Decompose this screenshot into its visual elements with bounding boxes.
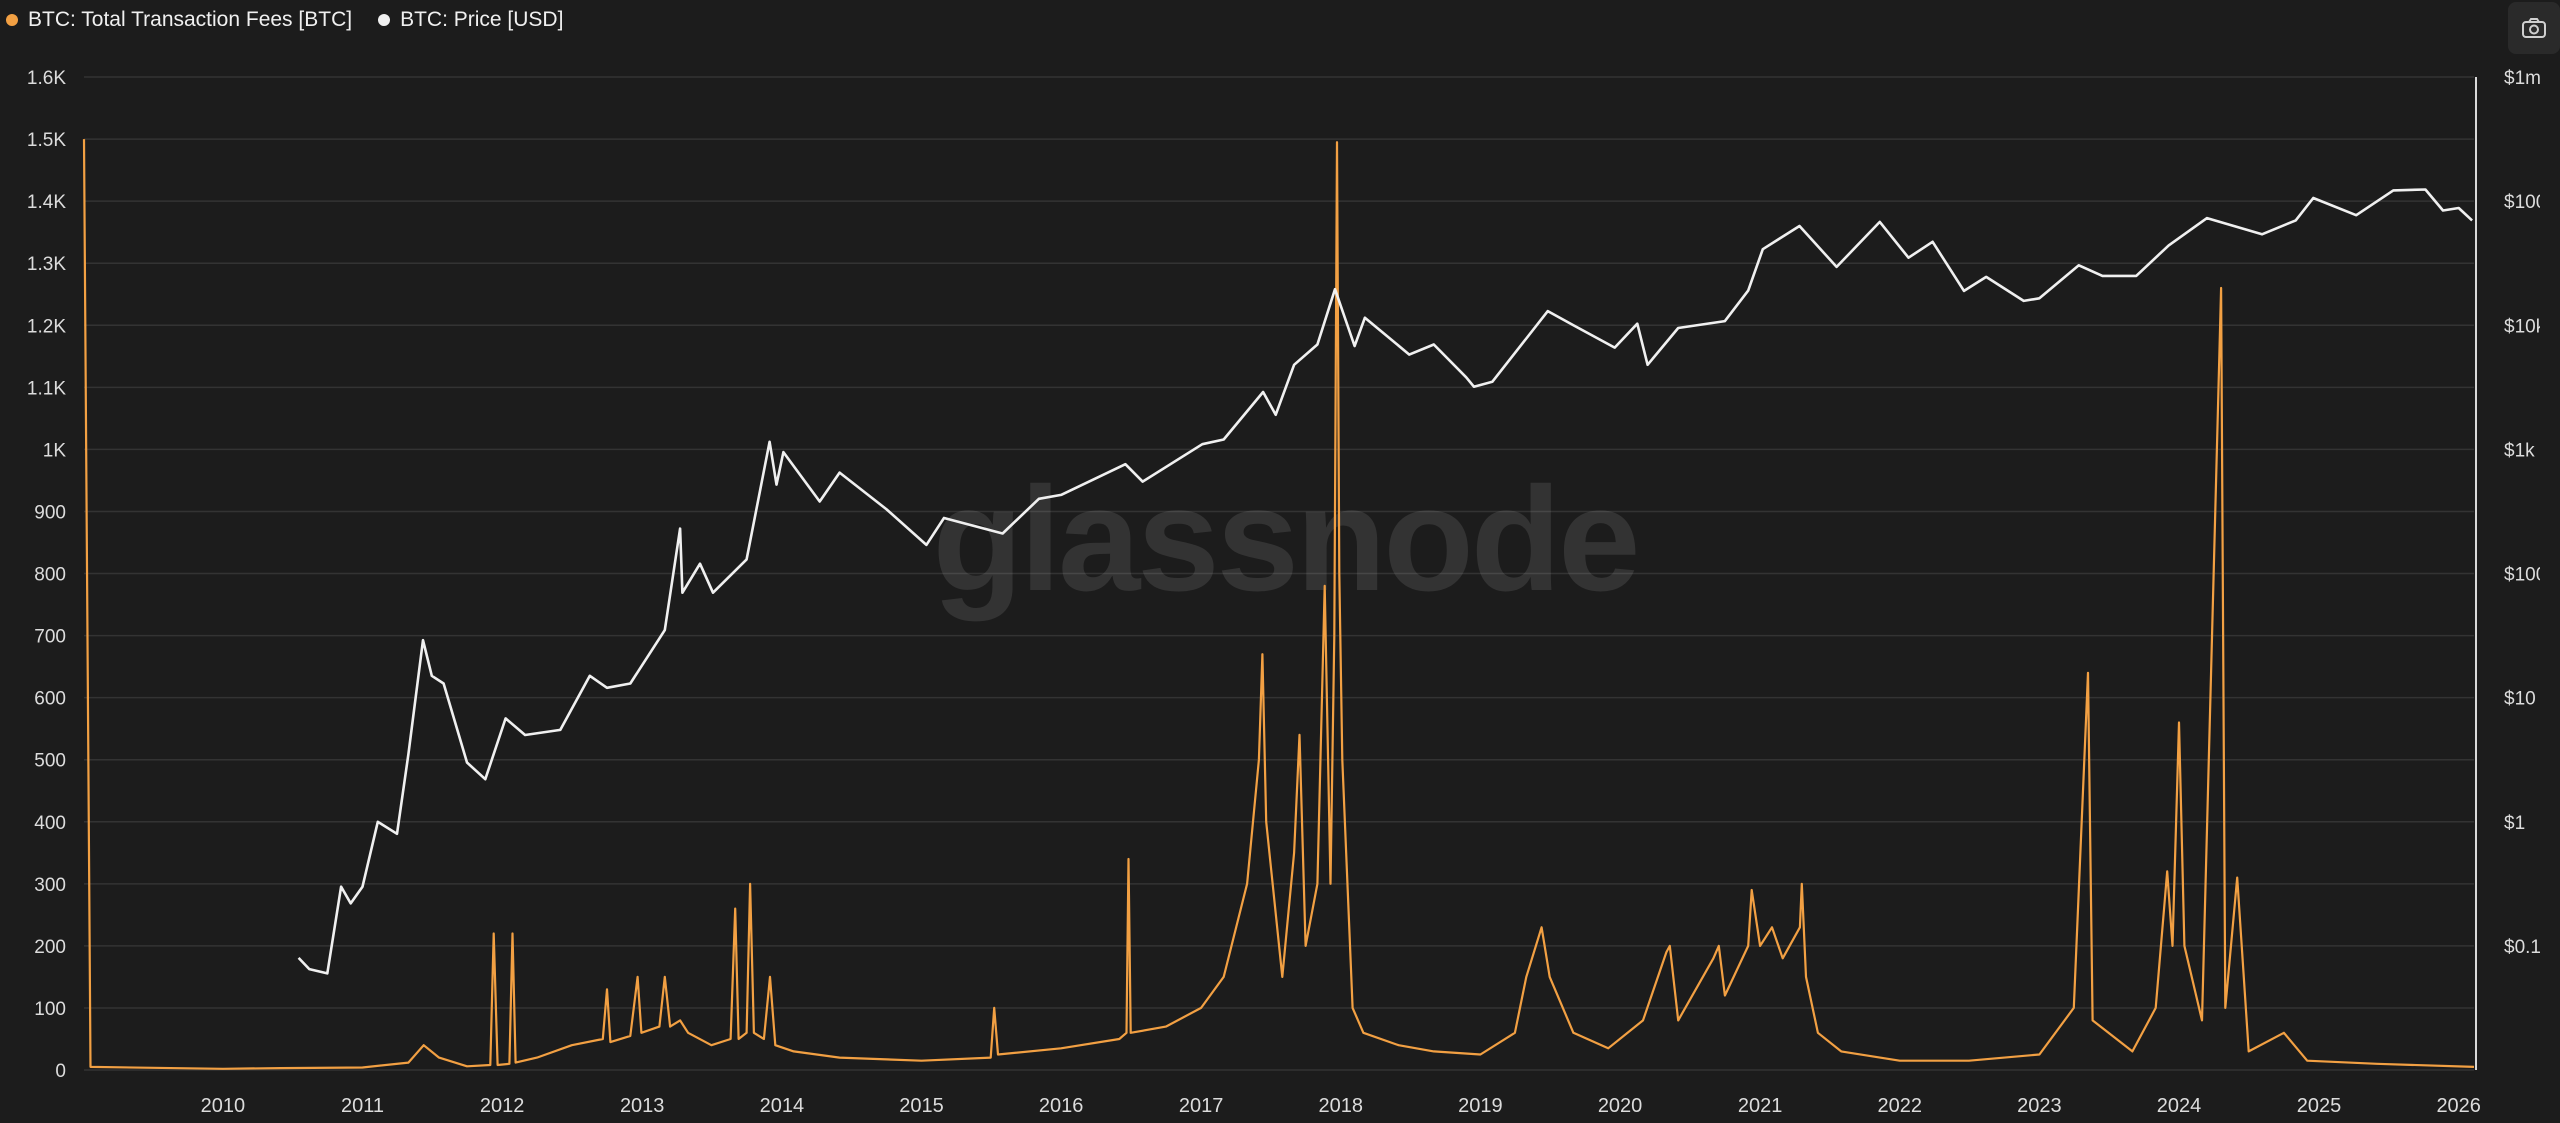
y-left-tick-label: 1.4K [27, 192, 66, 213]
y-left-tick-label: 600 [34, 689, 66, 710]
y-left-tick-label: 1.1K [27, 378, 66, 399]
camera-icon [2522, 18, 2546, 38]
y-left-tick-label: 700 [34, 627, 66, 648]
chart-grid [84, 76, 2474, 1071]
x-tick-label: 2014 [760, 1095, 805, 1117]
price-series-line [297, 188, 2473, 975]
fees-series-line [82, 139, 2475, 1070]
y-right-tick-label: $0.10 [2504, 937, 2540, 958]
y-left-tick-label: 0 [55, 1061, 66, 1082]
chart-legend: BTC: Total Transaction Fees [BTC] BTC: P… [6, 6, 563, 34]
y-right-tick-label: $1 [2504, 813, 2525, 834]
legend-item-price[interactable]: BTC: Price [USD] [378, 8, 563, 32]
right-axis: $0.10 $1 $10 $100 $1k $10k $100k $1m [2504, 68, 2540, 958]
x-tick-label: 2017 [1179, 1095, 1224, 1117]
x-tick-label: 2016 [1039, 1095, 1084, 1117]
x-tick-label: 2015 [899, 1095, 944, 1117]
y-right-tick-label: $10 [2504, 689, 2536, 710]
y-left-tick-label: 100 [34, 999, 66, 1020]
x-tick-label: 2021 [1738, 1095, 1783, 1117]
x-axis: 2010 2011 2012 2013 2014 2015 2016 2017 2018 2019… [201, 1095, 2481, 1117]
y-right-tick-label: $1m [2504, 68, 2540, 89]
x-tick-label: 2020 [1598, 1095, 1643, 1117]
x-tick-label: 2013 [620, 1095, 665, 1117]
x-tick-label: 2019 [1458, 1095, 1503, 1117]
y-left-tick-label: 400 [34, 813, 66, 834]
y-left-tick-label: 900 [34, 502, 66, 523]
x-tick-label: 2025 [2297, 1095, 2342, 1117]
x-tick-label: 2011 [341, 1095, 384, 1117]
x-tick-label: 2012 [480, 1095, 525, 1117]
y-right-tick-label: $100k [2504, 192, 2540, 213]
y-left-tick-label: 1.2K [27, 316, 66, 337]
y-left-tick-label: 1.6K [27, 68, 66, 89]
y-right-tick-label: $10k [2504, 316, 2540, 337]
y-left-tick-label: 500 [34, 751, 66, 772]
screenshot-button[interactable] [2508, 2, 2560, 54]
x-tick-label: 2018 [1319, 1095, 1364, 1117]
x-tick-label: 2010 [201, 1095, 246, 1117]
glassnode-watermark: glassnode [933, 457, 1638, 622]
y-right-tick-label: $100 [2504, 565, 2540, 586]
y-left-tick-label: 1.3K [27, 254, 66, 275]
x-tick-label: 2022 [1877, 1095, 1922, 1117]
legend-dot-price-icon [378, 14, 391, 26]
y-left-tick-label: 1.5K [27, 130, 66, 151]
y-left-tick-label: 300 [34, 875, 66, 896]
legend-label-fees: BTC: Total Transaction Fees [BTC] [28, 8, 353, 31]
legend-label-price: BTC: Price [USD] [400, 8, 564, 31]
x-tick-label: 2024 [2157, 1095, 2202, 1117]
y-left-tick-label: 1K [43, 440, 67, 461]
legend-item-fees[interactable]: BTC: Total Transaction Fees [BTC] [6, 8, 352, 32]
legend-dot-fees-icon [6, 14, 18, 26]
x-tick-label: 2023 [2017, 1095, 2062, 1117]
left-axis: 0 100 200 300 400 500 600 700 800 900 1K 1.1K 1.2K 1.… [27, 68, 66, 1082]
y-left-tick-label: 800 [34, 565, 66, 586]
y-right-tick-label: $1k [2504, 440, 2535, 461]
x-tick-label: 2026 [2436, 1095, 2481, 1117]
y-left-tick-label: 200 [34, 937, 66, 958]
